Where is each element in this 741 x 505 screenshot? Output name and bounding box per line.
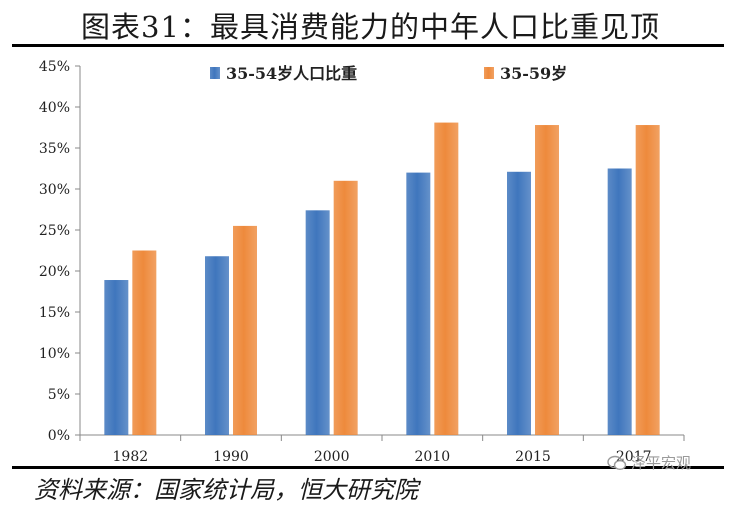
y-tick-label: 25% <box>39 223 70 239</box>
y-tick-label: 20% <box>39 264 70 280</box>
y-tick-label: 0% <box>48 428 70 444</box>
bar <box>104 280 129 435</box>
wechat-icon <box>607 455 627 470</box>
x-tick-label: 1990 <box>213 449 249 465</box>
y-tick-label: 40% <box>39 100 70 116</box>
title-rule <box>12 44 724 47</box>
bar <box>507 171 531 435</box>
bar <box>333 180 358 435</box>
legend-swatch <box>210 67 220 79</box>
y-tick-label: 15% <box>39 305 70 321</box>
x-tick-label: 2000 <box>314 449 350 465</box>
bar <box>607 168 632 435</box>
watermark: 泽平宏观 <box>607 452 691 473</box>
footer-rule <box>12 466 724 469</box>
bar <box>305 210 330 435</box>
y-tick-label: 35% <box>39 141 70 157</box>
legend-label: 35-59岁 <box>500 64 567 83</box>
legend-swatch <box>484 67 494 79</box>
y-tick-label: 10% <box>39 346 70 362</box>
bar <box>406 172 431 435</box>
bar <box>233 225 257 435</box>
legend-label: 35-54岁人口比重 <box>226 64 357 83</box>
source-note: 资料来源：国家统计局，恒大研究院 <box>34 476 418 504</box>
y-tick-label: 45% <box>39 59 70 75</box>
bar <box>205 256 229 435</box>
x-tick-label: 1982 <box>113 449 149 465</box>
bar <box>635 125 660 435</box>
watermark-text: 泽平宏观 <box>631 454 692 472</box>
x-tick-label: 2015 <box>515 449 551 465</box>
bar <box>535 125 559 435</box>
bar <box>132 250 157 435</box>
chart-title: 图表31：最具消费能力的中年人口比重见顶 <box>81 10 660 44</box>
x-tick-label: 2017 <box>616 449 652 465</box>
y-tick-label: 5% <box>48 387 70 403</box>
y-tick-label: 30% <box>39 182 70 198</box>
x-tick-label: 2010 <box>415 449 451 465</box>
bar <box>434 122 459 435</box>
